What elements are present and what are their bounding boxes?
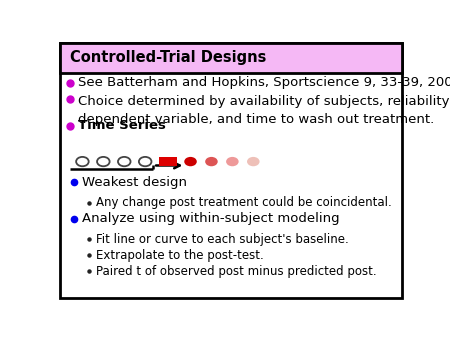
Circle shape [247,157,260,166]
Text: Fit line or curve to each subject's baseline.: Fit line or curve to each subject's base… [96,233,349,246]
Circle shape [226,157,239,166]
Text: Extrapolate to the post-test.: Extrapolate to the post-test. [96,249,264,262]
Text: Weakest design: Weakest design [82,176,187,189]
Circle shape [97,157,110,166]
FancyBboxPatch shape [60,43,401,298]
Text: Controlled-Trial Designs: Controlled-Trial Designs [69,50,266,66]
Circle shape [184,157,197,166]
Circle shape [205,157,218,166]
Text: Time Series: Time Series [78,119,166,132]
Bar [60,43,401,73]
Text: Paired t of observed post minus predicted post.: Paired t of observed post minus predicte… [96,265,377,278]
Text: Choice determined by availability of subjects, reliability of
dependent variable: Choice determined by availability of sub… [78,95,450,126]
Circle shape [76,157,89,166]
Bar [159,158,177,166]
Text: Any change post treatment could be coincidental.: Any change post treatment could be coinc… [96,196,392,209]
Text: See Batterham and Hopkins, Sportscience 9, 33-39, 2005.: See Batterham and Hopkins, Sportscience … [78,76,450,89]
Text: Analyze using within-subject modeling: Analyze using within-subject modeling [82,212,340,225]
Circle shape [118,157,130,166]
Circle shape [139,157,152,166]
